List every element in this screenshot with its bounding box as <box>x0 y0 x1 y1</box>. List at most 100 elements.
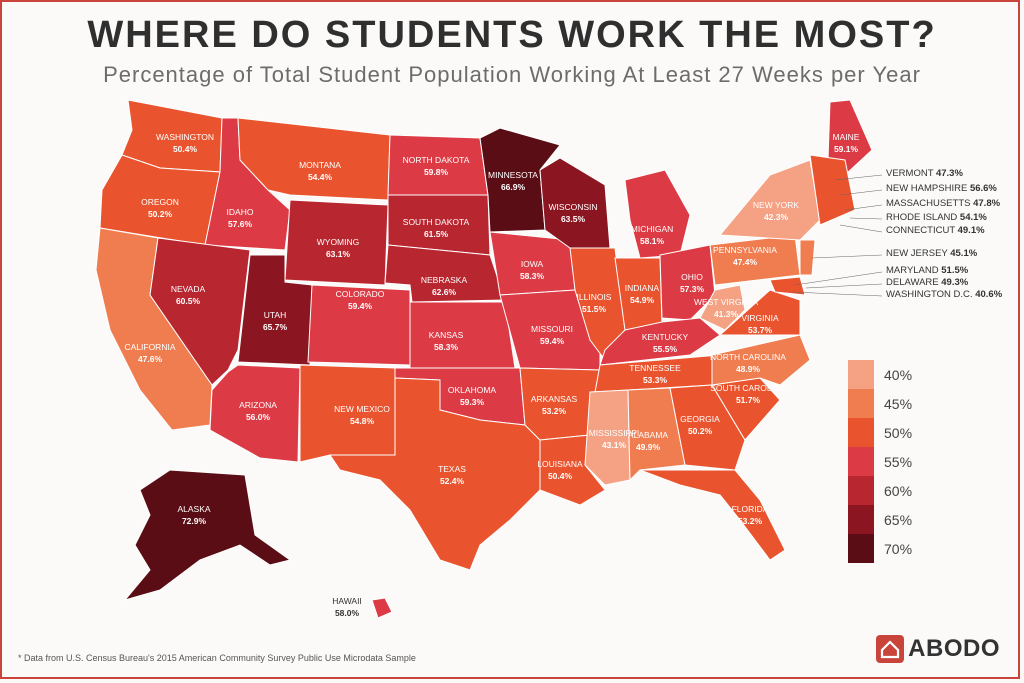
state-value-label: 58.3% <box>434 342 459 352</box>
legend-swatch <box>848 476 874 505</box>
state-virginia <box>718 289 801 336</box>
legend-item: 65% <box>848 505 958 534</box>
state-name-label: NEW YORK <box>753 200 799 210</box>
state-alabama <box>627 387 686 482</box>
state-hawaii <box>371 597 393 619</box>
state-new-jersey <box>799 239 816 276</box>
state-name-label: MISSOURI <box>531 324 573 334</box>
legend-label: 45% <box>884 395 913 412</box>
state-missouri <box>499 289 601 371</box>
callout-leader-line <box>844 204 883 211</box>
callout-state-name: DELAWARE <box>886 277 942 288</box>
callout-rhode-island: RHODE ISLAND 54.1% <box>886 212 987 223</box>
state-value-label: 49.9% <box>636 442 661 452</box>
state-name-label: OKLAHOMA <box>448 385 497 395</box>
abodo-logo: ABODO <box>876 635 1000 663</box>
state-value-label: 54.9% <box>630 295 655 305</box>
state-name-label: OHIO <box>681 272 703 282</box>
state-value-label: 58.0% <box>335 608 360 618</box>
state-name-label: TENNESSEE <box>629 363 681 373</box>
callout-value: 47.3% <box>935 168 963 179</box>
callout-value: 51.5% <box>941 265 969 276</box>
state-value-label: 43.1% <box>602 440 627 450</box>
legend-label: 40% <box>884 366 913 383</box>
state-value-label: 58.3% <box>520 271 545 281</box>
state-name-label: MONTANA <box>299 160 341 170</box>
state-name-label: SOUTH DAKOTA <box>403 217 470 227</box>
legend-item: 55% <box>848 447 958 476</box>
state-labels: WASHINGTON 50.4% OREGON 50.2% CALIFORNIA 47.6… <box>124 132 859 618</box>
state-north-dakota <box>387 134 489 196</box>
callout-washington-d-c: WASHINGTON D.C. 40.6% <box>886 289 1002 300</box>
state-value-label: 63.5% <box>561 214 586 224</box>
state-name-label: NEVADA <box>171 284 206 294</box>
state-name-label: FLORIDA <box>732 504 769 514</box>
callout-value: 49.1% <box>957 225 985 236</box>
state-name-label: OREGON <box>141 197 179 207</box>
state-value-label: 58.1% <box>640 236 665 246</box>
state-new-england <box>809 154 856 226</box>
state-value-label: 41.3% <box>714 309 739 319</box>
legend-item: 60% <box>848 476 958 505</box>
legend-swatch <box>848 447 874 476</box>
callout-leader-line <box>811 254 883 259</box>
callout-value: 45.1% <box>950 248 978 259</box>
state-value-label: 54.8% <box>350 416 375 426</box>
state-name-label: UTAH <box>264 310 287 320</box>
house-icon <box>876 635 905 663</box>
legend-swatch <box>848 360 874 389</box>
legend-item: 50% <box>848 418 958 447</box>
legend-label: 55% <box>884 453 913 470</box>
state-value-label: 59.1% <box>834 144 859 154</box>
state-alaska <box>123 469 292 601</box>
state-texas <box>329 377 541 571</box>
state-value-label: 66.9% <box>501 182 526 192</box>
state-name-label: KANSAS <box>429 330 464 340</box>
callout-leader-line <box>794 271 883 286</box>
state-mississippi <box>584 389 631 486</box>
callout-value: 47.8% <box>973 198 1001 209</box>
state-name-label: IDAHO <box>227 207 254 217</box>
legend-swatch <box>848 418 874 447</box>
callout-leader-line <box>834 174 883 181</box>
state-name-label: MAINE <box>833 132 860 142</box>
state-name-label: TEXAS <box>438 464 466 474</box>
state-west-virginia <box>699 284 746 331</box>
legend-swatch <box>848 389 874 418</box>
page-subtitle: Percentage of Total Student Population W… <box>103 62 921 87</box>
state-name-label: KENTUCKY <box>642 332 689 342</box>
callout-leader-line <box>839 189 883 196</box>
state-name-label: INDIANA <box>625 283 660 293</box>
callout-massachusetts: MASSACHUSETTS 47.8% <box>886 198 1000 209</box>
state-value-label: 62.6% <box>432 287 457 297</box>
state-florida <box>639 469 786 561</box>
state-name-label: WYOMING <box>317 237 360 247</box>
callout-new-jersey: NEW JERSEY 45.1% <box>886 248 977 259</box>
state-name-label: COLORADO <box>336 289 385 299</box>
state-name-label: IOWA <box>521 259 544 269</box>
state-name-label: WEST VIRGINIA <box>694 297 758 307</box>
state-name-label: HAWAII <box>332 596 362 606</box>
callout-leader-line <box>805 283 883 289</box>
state-value-label: 61.5% <box>424 229 449 239</box>
callout-state-name: NEW JERSEY <box>886 248 951 259</box>
callout-maryland: MARYLAND 51.5% <box>886 265 968 276</box>
state-value-label: 63.1% <box>326 249 351 259</box>
state-value-label: 51.7% <box>736 395 761 405</box>
state-value-label: 47.6% <box>138 354 163 364</box>
state-name-label: CALIFORNIA <box>124 342 175 352</box>
callout-vermont: VERMONT 47.3% <box>886 168 963 179</box>
state-name-label: PENNSYLVANIA <box>713 245 777 255</box>
state-georgia <box>669 384 746 471</box>
state-value-label: 59.4% <box>348 301 373 311</box>
callout-leader-line <box>839 224 883 233</box>
page-title: WHERE DO STUDENTS WORK THE MOST? <box>87 14 937 56</box>
state-ohio <box>659 244 716 321</box>
state-value-label: 53.7% <box>748 325 773 335</box>
state-name-label: WISCONSIN <box>548 202 597 212</box>
callout-state-name: CONNECTICUT <box>886 225 958 236</box>
logo-text: ABODO <box>908 635 1000 662</box>
callout-new-hampshire: NEW HAMPSHIRE 56.6% <box>886 183 997 194</box>
legend-label: 60% <box>884 482 913 499</box>
